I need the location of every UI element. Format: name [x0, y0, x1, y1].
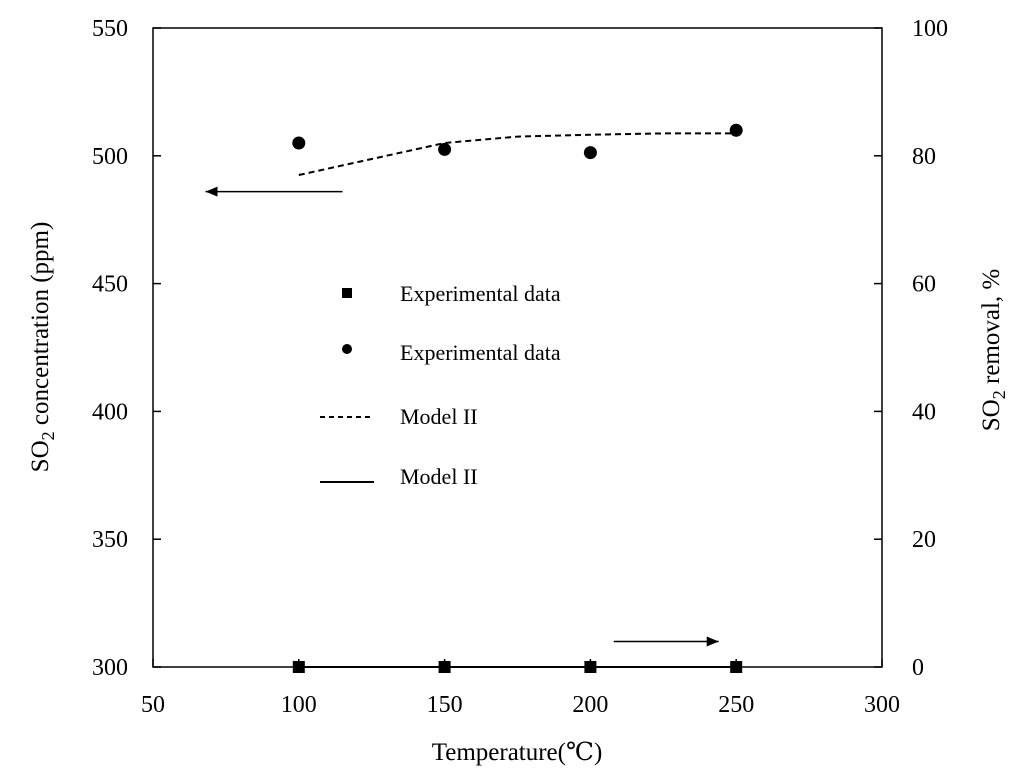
- legend-label-experimental-circle: Experimental data: [400, 340, 561, 365]
- left-y-tick-label: 300: [92, 655, 128, 681]
- circle-data-point: [583, 146, 597, 160]
- circle-data-point: [292, 136, 306, 150]
- left-y-axis-ticks: 300 350 400 450 500 550: [92, 16, 161, 681]
- arrow-layer: [205, 186, 719, 647]
- legend: Experimental data Experimental data Mode…: [320, 281, 561, 489]
- left-y-tick-label: 450: [92, 272, 128, 298]
- x-tick-label: 300: [864, 692, 900, 718]
- x-axis-ticks: 50 100 150 200 250 300: [141, 659, 900, 718]
- right-y-tick-label: 40: [912, 399, 936, 425]
- x-tick-label: 200: [572, 692, 608, 718]
- right-y-tick-label: 80: [912, 144, 936, 170]
- left-y-tick-label: 400: [92, 399, 128, 425]
- x-tick-label: 150: [427, 692, 463, 718]
- left-y-tick-label: 500: [92, 144, 128, 170]
- model-dashed-line: [298, 132, 737, 176]
- series-layer: [292, 123, 743, 673]
- x-tick-label: 250: [718, 692, 754, 718]
- legend-label-model-dashed: Model II: [400, 404, 478, 429]
- axis-arrow-head: [706, 636, 719, 647]
- right-y-axis-title-main: SO: [978, 399, 1005, 431]
- left-y-axis-title-subscript: 2: [38, 431, 58, 440]
- left-y-tick-label: 350: [92, 527, 128, 553]
- legend-label-model-solid: Model II: [400, 464, 478, 489]
- right-y-axis-title-subscript: 2: [989, 390, 1009, 399]
- legend-square-marker: [342, 288, 352, 298]
- left-y-axis-title-main: SO: [27, 440, 54, 472]
- right-y-axis-title: SO2 removal, %: [978, 269, 1009, 431]
- left-y-tick-label: 550: [92, 16, 128, 42]
- x-tick-label: 100: [281, 692, 317, 718]
- legend-label-experimental-square: Experimental data: [400, 281, 561, 306]
- right-y-tick-label: 100: [912, 16, 948, 42]
- x-tick-label: 50: [141, 692, 165, 718]
- left-y-axis-title-rest: concentration (ppm): [27, 222, 54, 432]
- circle-data-point: [438, 142, 452, 156]
- right-y-tick-label: 0: [912, 655, 924, 681]
- right-y-axis-title-rest: removal, %: [978, 269, 1005, 390]
- right-y-tick-label: 20: [912, 527, 936, 553]
- x-axis-title: Temperature(℃): [432, 739, 603, 766]
- left-y-axis-title: SO2 concentration (ppm): [27, 222, 58, 473]
- legend-circle-marker: [342, 344, 352, 354]
- right-y-axis-ticks: 0 20 40 60 80 100: [874, 16, 948, 681]
- axis-arrow-head: [205, 186, 218, 197]
- right-y-tick-label: 60: [912, 272, 936, 298]
- circle-data-point: [729, 123, 743, 137]
